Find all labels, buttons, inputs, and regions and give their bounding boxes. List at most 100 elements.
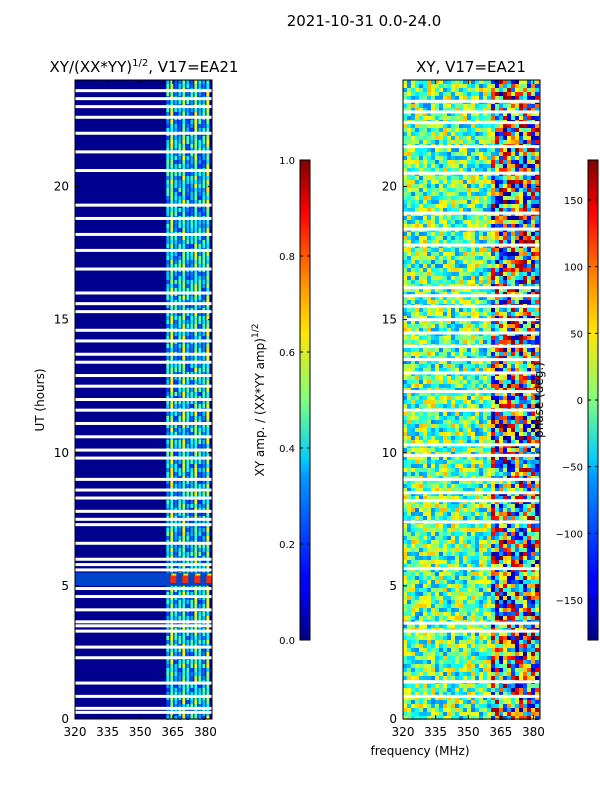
heatmap-cell bbox=[435, 204, 439, 208]
heatmap-cell bbox=[202, 260, 206, 264]
heatmap-cell bbox=[435, 124, 439, 128]
heatmap-cell bbox=[475, 224, 479, 228]
heatmap-cell bbox=[443, 204, 447, 208]
heatmap-cell bbox=[174, 264, 178, 268]
heatmap-cell bbox=[535, 156, 539, 160]
heatmap-cell bbox=[423, 252, 427, 256]
heatmap-cell bbox=[182, 664, 186, 668]
heatmap-cell bbox=[467, 412, 471, 416]
heatmap-cell bbox=[531, 440, 535, 444]
heatmap-cell bbox=[499, 380, 503, 384]
heatmap-cell bbox=[194, 712, 198, 716]
heatmap-cell bbox=[479, 384, 483, 388]
heatmap-cell bbox=[206, 492, 210, 496]
heatmap-cell bbox=[515, 276, 519, 280]
heatmap-cell bbox=[479, 156, 483, 160]
heatmap-cell bbox=[511, 124, 515, 128]
heatmap-cell bbox=[415, 124, 419, 128]
heatmap-cell bbox=[535, 164, 539, 168]
heatmap-cell bbox=[503, 320, 507, 324]
heatmap-cell bbox=[190, 108, 194, 112]
heatmap-cell bbox=[463, 308, 467, 312]
heatmap-cell bbox=[202, 460, 206, 464]
heatmap-cell bbox=[523, 92, 527, 96]
heatmap-cell bbox=[467, 276, 471, 280]
heatmap-cell bbox=[443, 364, 447, 368]
heatmap-cell bbox=[435, 404, 439, 408]
heatmap-cell bbox=[206, 452, 210, 456]
heatmap-cell bbox=[194, 400, 198, 404]
heatmap-cell bbox=[198, 684, 202, 688]
heatmap-cell bbox=[202, 192, 206, 196]
heatmap-cell bbox=[415, 184, 419, 188]
heatmap-cell bbox=[479, 312, 483, 316]
heatmap-cell bbox=[495, 132, 499, 136]
heatmap-cell bbox=[166, 324, 170, 328]
heatmap-cell bbox=[503, 420, 507, 424]
heatmap-cell bbox=[447, 316, 451, 320]
heatmap-cell bbox=[447, 276, 451, 280]
heatmap-cell bbox=[166, 472, 170, 476]
heatmap-cell bbox=[190, 648, 194, 652]
heatmap-cell bbox=[487, 196, 491, 200]
heatmap-cell bbox=[515, 288, 519, 292]
heatmap-cell bbox=[467, 140, 471, 144]
heatmap-cell bbox=[519, 412, 523, 416]
heatmap-cell bbox=[483, 328, 487, 332]
heatmap-cell bbox=[198, 472, 202, 476]
heatmap-cell bbox=[499, 192, 503, 196]
heatmap-cell bbox=[531, 348, 535, 352]
heatmap-cell bbox=[170, 156, 174, 160]
heatmap-cell bbox=[198, 432, 202, 436]
heatmap-cell bbox=[523, 204, 527, 208]
heatmap-cell bbox=[423, 348, 427, 352]
heatmap-cell bbox=[435, 412, 439, 416]
heatmap-cell bbox=[487, 92, 491, 96]
heatmap-cell bbox=[475, 324, 479, 328]
heatmap-cell bbox=[182, 632, 186, 636]
heatmap-cell bbox=[411, 364, 415, 368]
heatmap-cell bbox=[523, 208, 527, 212]
heatmap-cell bbox=[198, 300, 202, 304]
heatmap-cell bbox=[166, 220, 170, 224]
heatmap-cell bbox=[511, 128, 515, 132]
heatmap-cell bbox=[403, 312, 407, 316]
heatmap-cell bbox=[198, 632, 202, 636]
heatmap-cell bbox=[507, 148, 511, 152]
heatmap-cell bbox=[519, 92, 523, 96]
heatmap-cell bbox=[198, 640, 202, 644]
heatmap-cell bbox=[182, 548, 186, 552]
heatmap-cell bbox=[439, 400, 443, 404]
heatmap-cell bbox=[194, 276, 198, 280]
heatmap-cell bbox=[443, 412, 447, 416]
heatmap-cell bbox=[463, 124, 467, 128]
heatmap-cell bbox=[511, 368, 515, 372]
heatmap-cell bbox=[202, 468, 206, 472]
heatmap-cell bbox=[407, 180, 411, 184]
heatmap-cell bbox=[447, 328, 451, 332]
heatmap-cell bbox=[511, 240, 515, 244]
heatmap-cell bbox=[174, 552, 178, 556]
heatmap-cell bbox=[202, 440, 206, 444]
heatmap-cell bbox=[511, 184, 515, 188]
heatmap-cell bbox=[403, 152, 407, 156]
heatmap-cell bbox=[407, 324, 411, 328]
heatmap-cell bbox=[435, 416, 439, 420]
heatmap-cell bbox=[459, 300, 463, 304]
heatmap-cell bbox=[531, 376, 535, 380]
heatmap-cell bbox=[483, 220, 487, 224]
heatmap-cell bbox=[411, 136, 415, 140]
heatmap-cell bbox=[174, 356, 178, 360]
heatmap-cell bbox=[467, 436, 471, 440]
heatmap-cell bbox=[170, 668, 174, 672]
heatmap-cell bbox=[411, 308, 415, 312]
heatmap-cell bbox=[511, 180, 515, 184]
heatmap-cell bbox=[463, 324, 467, 328]
heatmap-cell bbox=[403, 316, 407, 320]
heatmap-cell bbox=[190, 692, 194, 696]
heatmap-cell bbox=[166, 440, 170, 444]
heatmap-cell bbox=[491, 124, 495, 128]
heatmap-cell bbox=[206, 504, 210, 508]
heatmap-cell bbox=[419, 156, 423, 160]
heatmap-cell bbox=[455, 152, 459, 156]
